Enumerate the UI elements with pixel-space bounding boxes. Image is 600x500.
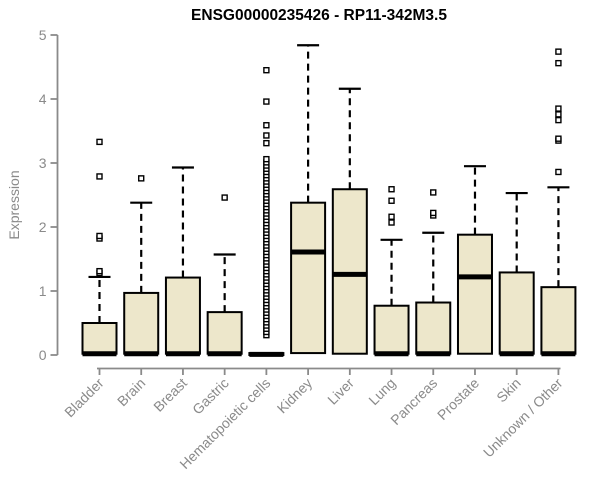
y-tick-label: 5	[39, 27, 47, 43]
outlier-point	[555, 105, 562, 112]
outlier-point	[555, 48, 562, 55]
box-group	[123, 175, 160, 357]
outlier-point	[96, 267, 103, 275]
box-rect	[373, 304, 410, 355]
box-rect	[164, 276, 201, 355]
box-rect	[206, 311, 243, 355]
box-rect	[331, 188, 368, 355]
box-group	[164, 166, 201, 357]
outlier-point	[555, 135, 562, 142]
box-rect	[290, 201, 327, 355]
x-category-label: Lung	[365, 375, 398, 408]
box-rect	[123, 291, 160, 355]
y-tick-label: 3	[39, 155, 47, 171]
chart-title: ENSG00000235426 - RP11-342M3.5	[191, 7, 447, 24]
outlier-point	[388, 197, 395, 204]
box-group	[540, 48, 577, 357]
x-category-label: Bladder	[61, 375, 107, 421]
outlier-point	[555, 168, 562, 176]
box-group	[373, 186, 410, 357]
box-group	[81, 138, 118, 357]
x-category-label: Breast	[150, 375, 190, 415]
x-category-label: Skin	[493, 375, 524, 406]
box-rect	[415, 301, 452, 355]
outlier-point	[388, 219, 395, 226]
outlier-point	[96, 173, 103, 180]
x-category-label: Brain	[114, 375, 148, 409]
outlier-point	[555, 59, 562, 67]
box-group	[206, 194, 243, 357]
outlier-point	[263, 132, 270, 139]
box-rect	[456, 233, 493, 355]
box-group	[456, 165, 493, 355]
outlier-point	[555, 116, 562, 124]
box-group	[248, 66, 285, 357]
outlier-point	[388, 213, 395, 220]
outlier-point	[263, 139, 270, 147]
box-rect	[498, 271, 535, 355]
outlier-point	[263, 155, 270, 163]
y-tick-label: 2	[39, 219, 47, 235]
outlier-point	[388, 186, 395, 193]
x-category-label: Unknown / Other	[480, 375, 566, 461]
box-group	[498, 191, 535, 357]
y-axis-title: Expression	[6, 170, 22, 240]
box-group	[331, 87, 368, 355]
outlier-point	[555, 111, 562, 118]
outlier-point	[138, 175, 145, 182]
y-tick-label: 4	[39, 91, 47, 107]
outlier-point	[430, 209, 437, 217]
x-category-label: Prostate	[434, 375, 482, 423]
box-rect	[540, 286, 577, 355]
box-group	[290, 44, 327, 355]
outlier-point	[263, 98, 270, 105]
outlier-point	[96, 138, 103, 146]
outlier-point	[221, 194, 228, 201]
outlier-point	[263, 66, 270, 74]
x-category-label: Kidney	[274, 375, 316, 417]
outlier-point	[430, 189, 437, 196]
box-group	[415, 189, 452, 357]
y-tick-label: 0	[39, 347, 47, 363]
outlier-point	[96, 232, 103, 240]
box-rect	[81, 322, 118, 355]
x-category-label: Liver	[324, 375, 357, 408]
y-tick-label: 1	[39, 283, 47, 299]
outlier-point	[263, 122, 270, 129]
